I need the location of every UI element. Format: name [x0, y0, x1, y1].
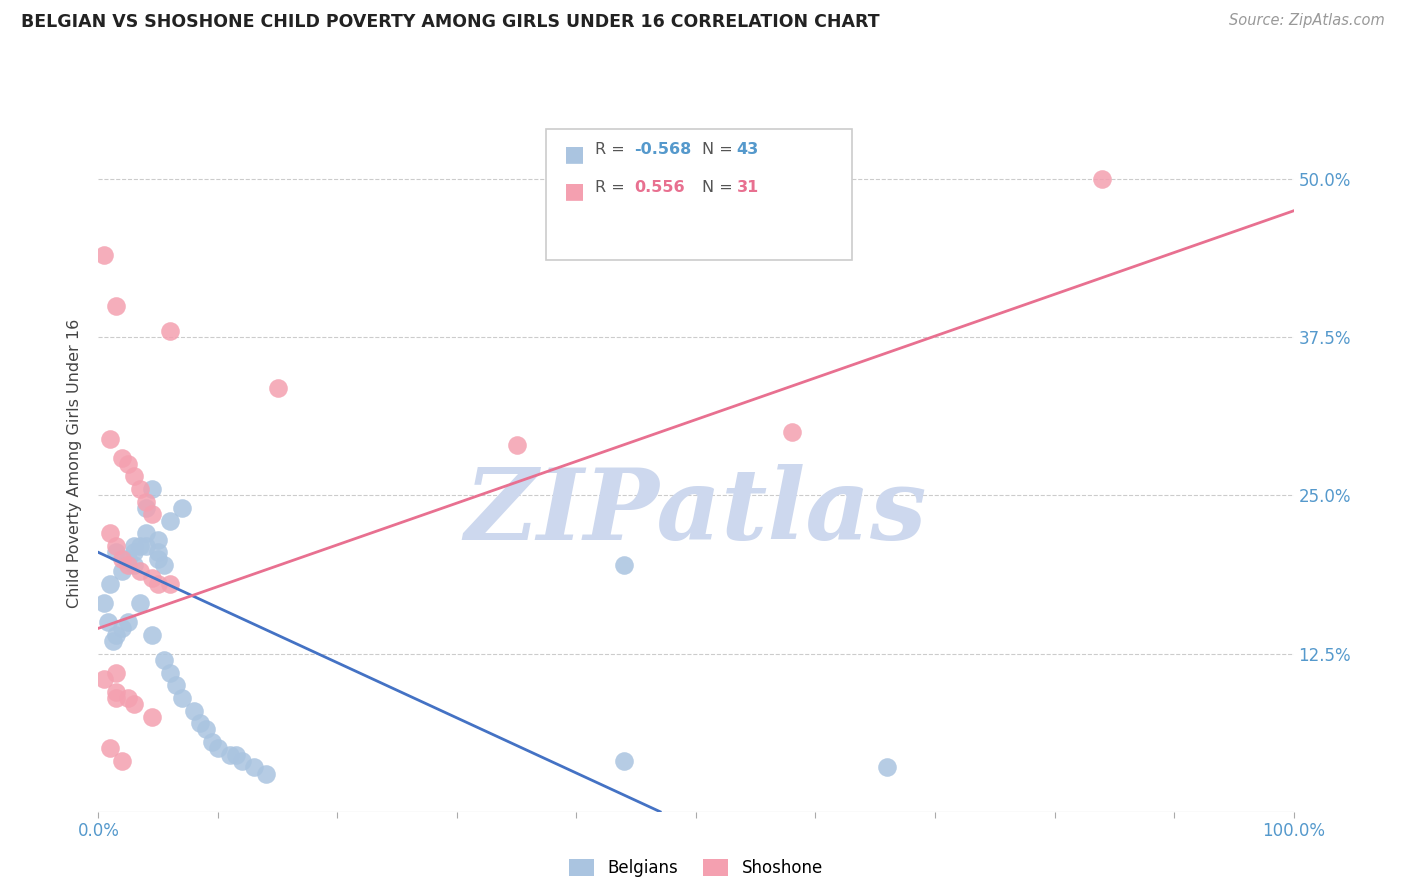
Point	[231, 754, 253, 768]
Point	[111, 754, 134, 768]
Point	[105, 665, 128, 680]
Point	[93, 248, 115, 262]
Point	[159, 577, 181, 591]
Point	[129, 482, 152, 496]
Point	[111, 551, 134, 566]
Point	[207, 741, 229, 756]
Point	[153, 558, 176, 572]
Point	[124, 539, 146, 553]
Point	[188, 716, 211, 731]
Point	[105, 684, 128, 698]
Point	[98, 526, 122, 541]
Point	[97, 615, 120, 629]
Point	[172, 501, 194, 516]
Point	[506, 438, 529, 452]
Text: N =: N =	[702, 142, 738, 157]
Text: R =: R =	[595, 142, 630, 157]
Point	[105, 539, 128, 553]
Text: R =: R =	[595, 180, 634, 194]
Point	[780, 425, 803, 440]
Text: Source: ZipAtlas.com: Source: ZipAtlas.com	[1229, 13, 1385, 29]
Point	[141, 571, 163, 585]
Text: BELGIAN VS SHOSHONE CHILD POVERTY AMONG GIRLS UNDER 16 CORRELATION CHART: BELGIAN VS SHOSHONE CHILD POVERTY AMONG …	[21, 13, 880, 31]
Point	[141, 508, 163, 522]
Point	[183, 704, 205, 718]
Point	[111, 450, 134, 465]
Point	[141, 482, 163, 496]
Point	[117, 615, 139, 629]
Point	[243, 760, 266, 774]
Text: ZIPatlas: ZIPatlas	[465, 465, 927, 561]
Point	[148, 545, 170, 559]
Point	[148, 533, 170, 547]
Point	[117, 558, 139, 572]
Point	[159, 324, 181, 338]
Point	[225, 747, 247, 762]
Point	[141, 627, 163, 641]
Point	[219, 747, 242, 762]
Point	[267, 381, 290, 395]
Point	[141, 710, 163, 724]
Point	[105, 299, 128, 313]
Text: ■: ■	[564, 182, 585, 202]
Point	[111, 621, 134, 635]
Point	[129, 565, 152, 579]
Text: 31: 31	[737, 180, 759, 194]
Point	[613, 754, 636, 768]
Point	[148, 577, 170, 591]
Y-axis label: Child Poverty Among Girls Under 16: Child Poverty Among Girls Under 16	[67, 319, 83, 608]
Text: -0.568: -0.568	[634, 142, 692, 157]
Point	[201, 735, 224, 749]
Text: 43: 43	[737, 142, 759, 157]
Point	[93, 596, 115, 610]
Point	[165, 678, 187, 692]
Point	[129, 539, 152, 553]
Point	[153, 653, 176, 667]
Point	[135, 539, 157, 553]
Point	[117, 690, 139, 705]
Point	[135, 495, 157, 509]
Point	[135, 526, 157, 541]
Point	[105, 690, 128, 705]
Point	[117, 457, 139, 471]
Point	[105, 627, 128, 641]
Point	[117, 551, 139, 566]
Point	[124, 469, 146, 483]
Text: 0.556: 0.556	[634, 180, 685, 194]
Point	[172, 690, 194, 705]
Point	[93, 672, 115, 686]
Point	[124, 558, 146, 572]
Point	[98, 741, 122, 756]
Point	[124, 697, 146, 711]
Point	[135, 501, 157, 516]
Point	[111, 565, 134, 579]
Point	[613, 558, 636, 572]
Point	[1091, 172, 1114, 186]
Legend: Belgians, Shoshone: Belgians, Shoshone	[562, 852, 830, 883]
Point	[159, 514, 181, 528]
Point	[101, 634, 124, 648]
Point	[98, 577, 122, 591]
Point	[254, 766, 277, 780]
Point	[98, 432, 122, 446]
Text: N =: N =	[702, 180, 742, 194]
Point	[148, 551, 170, 566]
Point	[194, 723, 218, 737]
Text: ■: ■	[564, 144, 585, 164]
Point	[105, 545, 128, 559]
Point	[159, 665, 181, 680]
Point	[876, 760, 898, 774]
Point	[124, 545, 146, 559]
Point	[129, 596, 152, 610]
